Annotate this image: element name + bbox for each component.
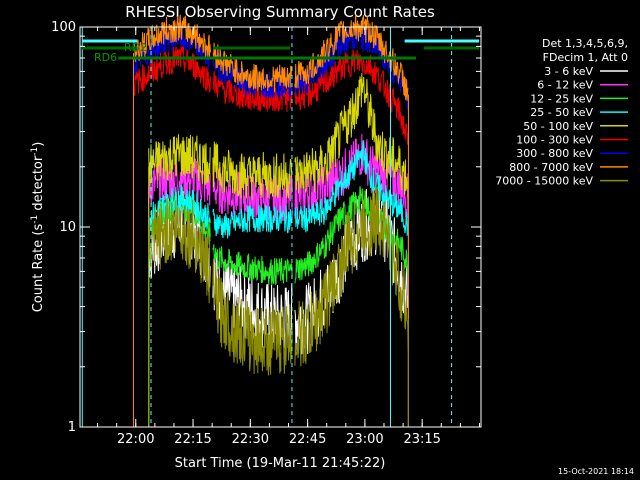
legend-label: 800 - 7000 keV [509,161,593,174]
legend-header-fdecim: FDecim 1, Att 0 [543,51,628,64]
x-tick-label: 22:15 [174,432,211,447]
chart-title: RHESSI Observing Summary Count Rates [125,3,435,21]
legend-label: 300 - 800 keV [516,147,593,160]
y-axis-label: Count Rate (s-1 detector-1) [30,142,46,313]
legend-label: 50 - 100 keV [523,120,593,133]
series-line-9 [148,185,409,376]
flags-layer: RD2 RD6 [81,27,479,427]
x-tick-label: 23:00 [346,432,383,447]
rd6-flag-label: RD6 [94,51,117,64]
x-tick-label: 22:00 [117,432,154,447]
x-tick-label: 22:45 [289,432,326,447]
legend-label: 100 - 300 keV [516,134,593,147]
series-layer [132,14,409,427]
legend-header-detectors: Det 1,3,4,5,6,9, [542,37,628,50]
y-tick-label: 100 [51,20,76,35]
generation-timestamp: 15-Oct-2021 18:14 [558,467,634,476]
x-axis-label: Start Time (19-Mar-11 21:45:22) [175,456,386,471]
legend: Det 1,3,4,5,6,9, FDecim 1, Att 0 3 - 6 k… [495,37,628,188]
legend-label: 25 - 50 keV [530,106,593,119]
y-tick-label: 1 [68,420,76,435]
series-line-4 [148,140,409,239]
axes-layer: 22:00 22:15 22:30 22:45 23:00 23:15 1 10 100 [51,20,481,447]
y-tick-label: 10 [59,220,76,235]
legend-label: 12 - 25 keV [530,92,593,105]
x-tick-label: 23:15 [403,432,440,447]
legend-label: 6 - 12 keV [537,79,593,92]
legend-label: 3 - 6 keV [544,65,593,78]
rd2-flag-label: RD2 [124,41,147,54]
legend-label: 7000 - 15000 keV [495,175,593,188]
series-line-5 [148,73,409,200]
x-tick-label: 22:30 [232,432,269,447]
